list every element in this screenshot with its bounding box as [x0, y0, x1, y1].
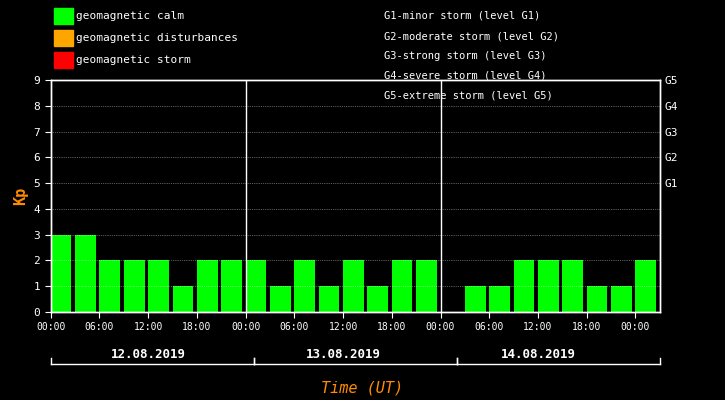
- Bar: [392, 260, 413, 312]
- Text: 13.08.2019: 13.08.2019: [305, 348, 381, 360]
- Text: 14.08.2019: 14.08.2019: [500, 348, 576, 360]
- Text: Time (UT): Time (UT): [321, 380, 404, 396]
- Text: geomagnetic storm: geomagnetic storm: [76, 55, 191, 65]
- Bar: [587, 286, 608, 312]
- Bar: [270, 286, 291, 312]
- Text: G3-strong storm (level G3): G3-strong storm (level G3): [384, 51, 547, 61]
- Text: G1-minor storm (level G1): G1-minor storm (level G1): [384, 11, 541, 21]
- Bar: [538, 260, 559, 312]
- Bar: [465, 286, 486, 312]
- Bar: [148, 260, 169, 312]
- Bar: [343, 260, 364, 312]
- Bar: [319, 286, 339, 312]
- Bar: [221, 260, 242, 312]
- Y-axis label: Kp: Kp: [13, 187, 28, 205]
- Bar: [246, 260, 266, 312]
- Bar: [563, 260, 583, 312]
- Bar: [124, 260, 144, 312]
- Text: geomagnetic disturbances: geomagnetic disturbances: [76, 33, 238, 43]
- Bar: [51, 235, 72, 312]
- Bar: [635, 260, 656, 312]
- Bar: [99, 260, 120, 312]
- Bar: [75, 235, 96, 312]
- Bar: [489, 286, 510, 312]
- Text: G2-moderate storm (level G2): G2-moderate storm (level G2): [384, 31, 559, 41]
- Text: G5-extreme storm (level G5): G5-extreme storm (level G5): [384, 91, 553, 101]
- Bar: [611, 286, 631, 312]
- Text: G4-severe storm (level G4): G4-severe storm (level G4): [384, 71, 547, 81]
- Text: geomagnetic calm: geomagnetic calm: [76, 11, 184, 21]
- Bar: [197, 260, 218, 312]
- Bar: [173, 286, 194, 312]
- Bar: [294, 260, 315, 312]
- Bar: [416, 260, 437, 312]
- Text: 12.08.2019: 12.08.2019: [111, 348, 186, 360]
- Bar: [513, 260, 534, 312]
- Bar: [368, 286, 388, 312]
